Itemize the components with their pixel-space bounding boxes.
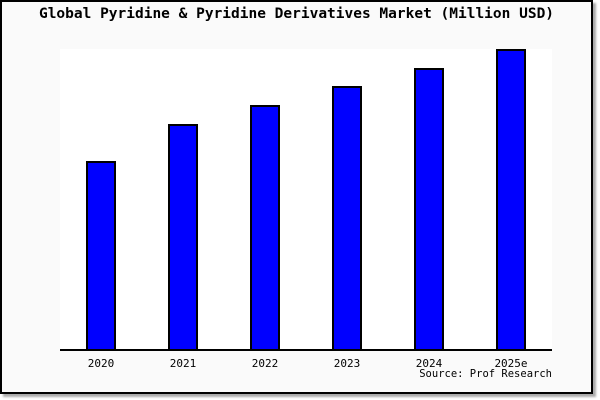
bar-2024 bbox=[414, 68, 444, 349]
x-tick-label-2022: 2022 bbox=[251, 357, 279, 370]
x-tick-label-2023: 2023 bbox=[333, 357, 361, 370]
bar-2025e bbox=[496, 49, 526, 349]
x-tick-label-2024: 2024 bbox=[415, 357, 443, 370]
source-credit: Source: Prof Research bbox=[419, 368, 552, 380]
bar-2020 bbox=[86, 161, 116, 349]
x-tick-label-2021: 2021 bbox=[169, 357, 197, 370]
plot-area bbox=[60, 49, 552, 351]
chart-title: Global Pyridine & Pyridine Derivatives M… bbox=[38, 6, 555, 22]
x-axis-labels: 2020 2021 2022 2023 2024 2025e bbox=[60, 357, 552, 370]
bar-2021 bbox=[168, 124, 198, 349]
bar-2023 bbox=[332, 86, 362, 349]
chart-frame: Global Pyridine & Pyridine Derivatives M… bbox=[0, 0, 593, 394]
x-tick-label-2020: 2020 bbox=[87, 357, 115, 370]
bar-2022 bbox=[250, 105, 280, 349]
x-tick-label-2025e: 2025e bbox=[494, 357, 528, 370]
